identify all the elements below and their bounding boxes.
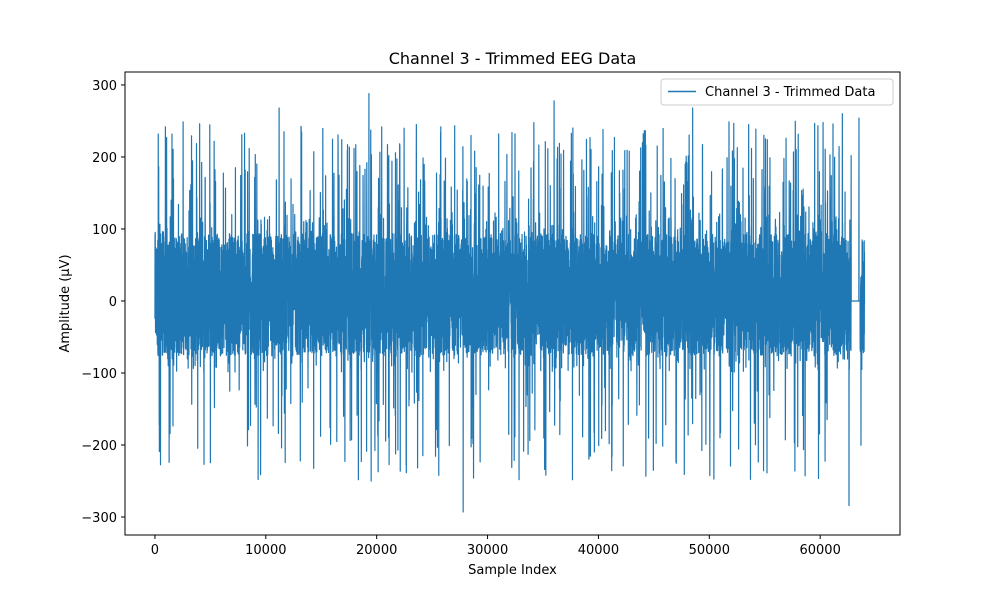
series-layer bbox=[154, 93, 866, 513]
y-tick-label: −200 bbox=[81, 439, 117, 454]
legend-label: Channel 3 - Trimmed Data bbox=[705, 85, 875, 100]
x-tick-label: 0 bbox=[151, 543, 159, 558]
y-tick-label: 0 bbox=[109, 295, 117, 310]
y-tick-label: 100 bbox=[92, 223, 117, 238]
y-tick-label: −100 bbox=[81, 367, 117, 382]
chart-title: Channel 3 - Trimmed EEG Data bbox=[389, 49, 637, 68]
x-axis: 0 10000 20000 30000 40000 50000 60000 bbox=[151, 535, 841, 558]
y-tick-label: −300 bbox=[81, 511, 117, 526]
legend-box bbox=[660, 78, 894, 106]
x-tick-label: 20000 bbox=[356, 543, 397, 558]
x-tick-label: 30000 bbox=[467, 543, 508, 558]
y-tick-label: 300 bbox=[92, 79, 117, 94]
y-axis-label: Amplitude (µV) bbox=[58, 254, 73, 352]
plot-frame bbox=[124, 71, 901, 536]
x-tick-label: 40000 bbox=[578, 543, 619, 558]
x-tick-label: 60000 bbox=[799, 543, 840, 558]
x-axis-label: Sample Index bbox=[468, 563, 557, 578]
y-axis: −300 −200 −100 0 100 200 300 bbox=[81, 79, 125, 526]
x-tick-label: 50000 bbox=[689, 543, 730, 558]
x-tick-label: 10000 bbox=[245, 543, 286, 558]
y-tick-label: 200 bbox=[92, 151, 117, 166]
legend: Channel 3 - Trimmed Data bbox=[660, 78, 894, 106]
series-line-channel-3 bbox=[154, 93, 866, 513]
